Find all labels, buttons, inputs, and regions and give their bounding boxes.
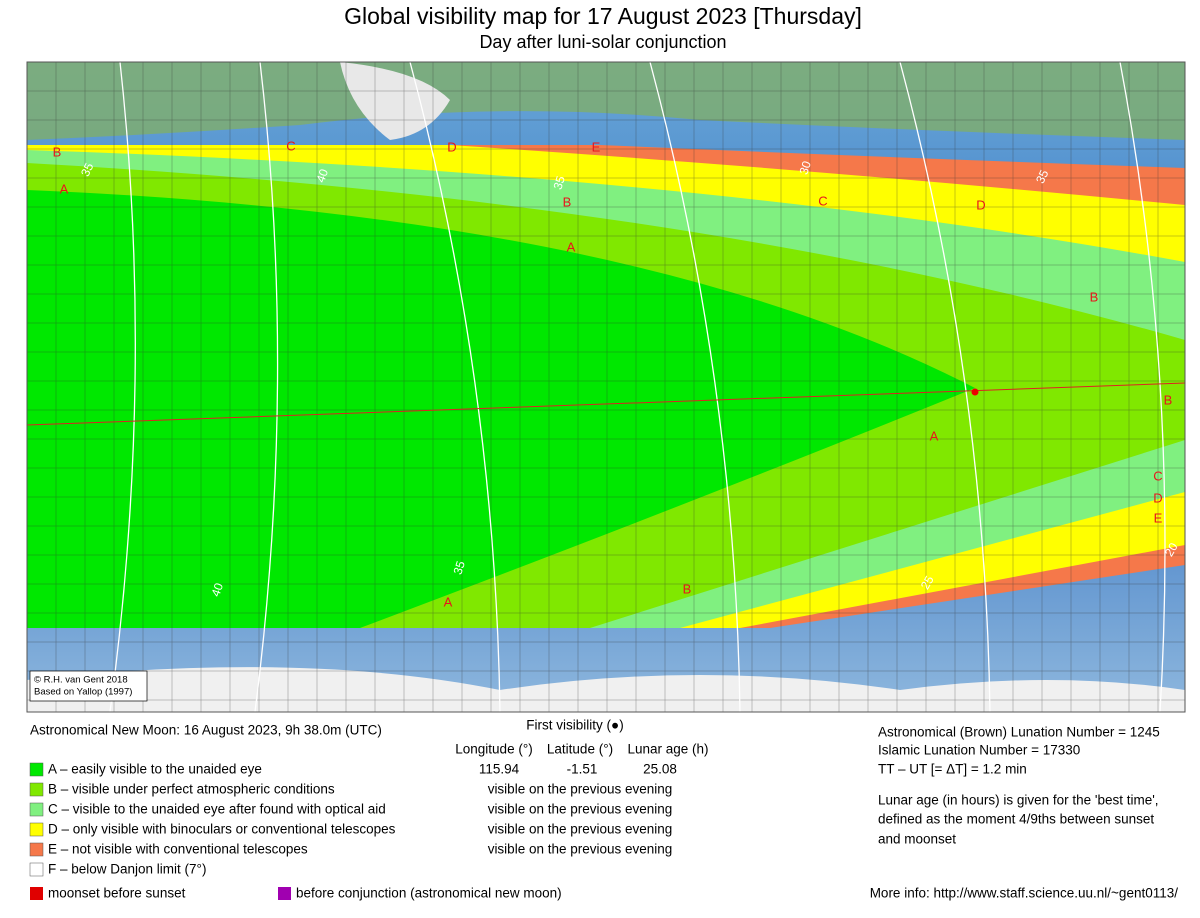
zone-entry: C – visible to the unaided eye after fou…	[48, 802, 386, 817]
subtitle: Day after luni-solar conjunction	[479, 32, 726, 52]
note: Lunar age (in hours) is given for the 'b…	[878, 793, 1159, 808]
info: Islamic Lunation Number = 17330	[878, 743, 1080, 758]
note: defined as the moment 4/9ths between sun…	[878, 812, 1154, 827]
zone-entry: E – not visible with conventional telesc…	[48, 842, 308, 857]
zone-label: D	[976, 197, 985, 212]
status: visible on the previous evening	[488, 782, 673, 797]
zone-label: B	[683, 581, 692, 596]
credit-box	[29, 670, 148, 702]
contour-line	[649, 62, 741, 712]
swatch	[29, 782, 44, 797]
zone-entry: F – below Danjon limit (7°)	[48, 862, 206, 877]
contour-label: 40	[208, 581, 226, 599]
swatch	[29, 842, 44, 857]
new-moon: Astronomical New Moon: 16 August 2023, 9…	[30, 723, 382, 738]
status: visible on the previous evening	[488, 822, 673, 837]
title: Global visibility map for 17 August 2023…	[344, 3, 862, 29]
zone-label: A	[930, 428, 939, 443]
status: visible on the previous evening	[488, 802, 673, 817]
zone-label: C	[1153, 468, 1162, 483]
zone-label: B	[1090, 289, 1099, 304]
contour-label: 35	[450, 559, 468, 576]
contour-label: 20	[1162, 540, 1181, 559]
swatch	[29, 862, 44, 877]
column-header: Lunar age (h)	[627, 742, 708, 757]
info: TT – UT [= ΔT] = 1.2 min	[878, 762, 1027, 777]
more-info: More info: http://www.staff.science.uu.n…	[870, 886, 1179, 901]
contour-line	[899, 62, 991, 712]
zone-entry: A – easily visible to the unaided eye	[48, 762, 262, 777]
value: -1.51	[567, 762, 598, 777]
note: and moonset	[878, 832, 956, 847]
swatch	[30, 887, 43, 900]
zone-label: E	[1154, 510, 1163, 525]
zone-labels: B A C D E B A C D B B A C D E A B	[53, 138, 1173, 609]
ecliptic-line	[27, 382, 1185, 426]
contour-label: 35	[550, 174, 568, 191]
contour-labels: 35 40 35 30 35 40 35 25 20	[78, 159, 1181, 598]
zone-label: C	[286, 138, 295, 153]
map: B A C D E B A C D B B A C D E A B 35 40 …	[26, 61, 1186, 713]
contour-line	[409, 62, 501, 712]
zone-a	[27, 190, 975, 628]
footer: moonset before sunset before conjunction…	[30, 886, 1178, 901]
contour-line	[109, 62, 136, 712]
legend: Astronomical New Moon: 16 August 2023, 9…	[29, 718, 1160, 877]
contour-label: 30	[796, 159, 814, 176]
moonset-entry: moonset before sunset	[48, 886, 186, 901]
first-visibility-heading: First visibility (●)	[526, 718, 623, 733]
info: Astronomical (Brown) Lunation Number = 1…	[878, 725, 1160, 740]
zone-label: E	[592, 139, 601, 154]
column-header: Longitude (°)	[455, 742, 532, 757]
conjunction-entry: before conjunction (astronomical new moo…	[296, 886, 562, 901]
zone-entry: D – only visible with binoculars or conv…	[48, 822, 396, 837]
contour-label: 35	[1033, 167, 1051, 185]
antarctica	[27, 667, 1185, 712]
land-north	[27, 62, 1185, 140]
swatch	[29, 762, 44, 777]
zone-label: C	[818, 193, 827, 208]
column-header: Latitude (°)	[547, 742, 613, 757]
first-visibility-point	[971, 388, 979, 396]
credit: © R.H. van Gent 2018	[34, 675, 128, 686]
map-border	[26, 61, 1186, 713]
contour-label: 25	[918, 573, 937, 592]
zone-label: B	[1164, 392, 1173, 407]
swatch	[278, 887, 291, 900]
zone-label: B	[563, 194, 572, 209]
zone-label: A	[444, 594, 453, 609]
status: visible on the previous evening	[488, 842, 673, 857]
zone-label: D	[1153, 490, 1162, 505]
greenland	[340, 62, 450, 140]
value: 115.94	[479, 762, 520, 777]
value: 25.08	[643, 762, 677, 777]
zone-label: A	[60, 181, 69, 196]
contour-label: 35	[78, 160, 96, 178]
zone-label: D	[447, 139, 456, 154]
swatch	[29, 822, 44, 837]
contour-line	[254, 62, 279, 712]
zone-entry: B – visible under perfect atmospheric co…	[48, 782, 335, 797]
contour-label: 40	[313, 167, 331, 185]
zone-label: B	[53, 144, 62, 159]
swatch	[29, 802, 44, 817]
credit: Based on Yallop (1997)	[34, 687, 132, 698]
zone-label: A	[567, 239, 576, 254]
